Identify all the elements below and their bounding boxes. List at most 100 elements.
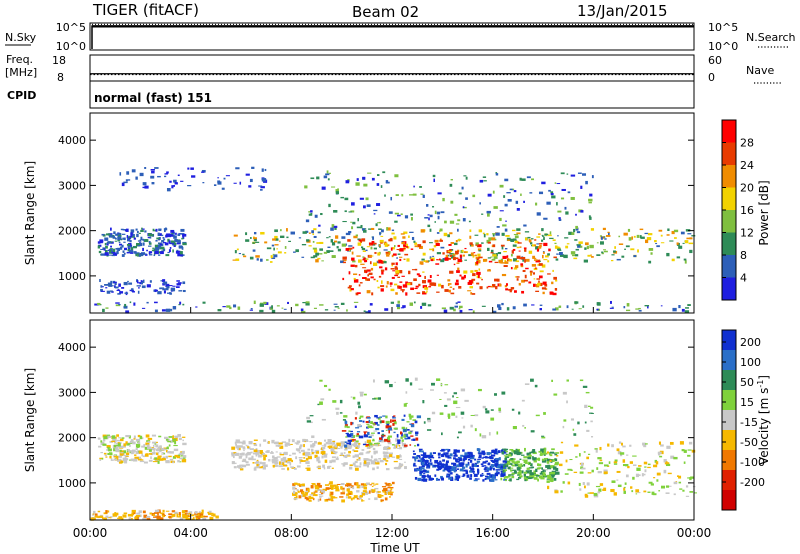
velocity-cell	[530, 472, 533, 476]
velocity-cell	[366, 439, 372, 444]
power-cell	[673, 229, 679, 233]
power-cell	[564, 237, 569, 239]
power-cell	[355, 182, 360, 186]
power-cell	[648, 248, 654, 251]
velocity-cell	[385, 429, 388, 431]
power-cell	[348, 245, 353, 247]
velocity-cell	[562, 425, 565, 429]
velocity-cell	[546, 480, 550, 483]
power-cell	[492, 190, 495, 194]
velocity-cell	[123, 450, 127, 454]
power-cell	[290, 231, 295, 235]
velocity-cell	[530, 430, 535, 433]
power-cell	[326, 250, 330, 253]
velocity-cell	[126, 452, 130, 456]
velocity-cell	[239, 464, 244, 467]
power-cell	[505, 283, 508, 286]
velocity-cell	[455, 458, 458, 462]
velocity-cell	[262, 466, 266, 470]
power-cell	[492, 244, 496, 248]
velocity-cell	[480, 463, 484, 465]
velocity-cell	[602, 488, 605, 492]
velocity-cell	[507, 474, 511, 478]
power-cell	[554, 288, 558, 291]
power-cell	[472, 310, 475, 314]
velocity-cell	[469, 459, 473, 463]
velocity-cell	[622, 464, 628, 467]
velocity-cell	[352, 462, 356, 466]
power-cell	[575, 248, 579, 251]
velocity-cell	[233, 456, 235, 459]
velocity-cell	[304, 439, 308, 442]
velocity-cell	[333, 451, 338, 454]
velocity-cell	[358, 484, 361, 489]
power-cell	[584, 247, 587, 250]
power-cell	[190, 167, 194, 170]
power-cell	[575, 227, 579, 231]
power-cell	[105, 245, 108, 249]
power-cell	[286, 228, 288, 232]
power-cell	[252, 249, 256, 252]
velocity-cell	[502, 448, 506, 450]
power-cell	[438, 283, 442, 287]
power-cell	[602, 227, 606, 231]
power-cell	[666, 252, 670, 257]
velocity-cell	[348, 450, 352, 454]
power-cell	[182, 233, 187, 237]
power-cell	[301, 243, 307, 246]
power-cell	[535, 202, 538, 206]
velocity-cell	[477, 472, 480, 475]
power-cell	[165, 308, 171, 312]
velocity-cell	[389, 484, 392, 486]
power-cell	[426, 290, 428, 292]
power-cell	[538, 275, 543, 279]
power-cell	[331, 242, 336, 246]
velocity-cell	[390, 488, 393, 491]
velocity-cell	[311, 435, 315, 439]
velocity-cell	[131, 509, 136, 513]
power-cell	[242, 253, 245, 256]
velocity-cell	[290, 466, 294, 468]
power-cell	[328, 203, 331, 208]
power-cell	[100, 285, 103, 288]
velocity-cell	[446, 398, 451, 401]
velocity-cell	[477, 469, 480, 473]
velocity-cell	[452, 395, 454, 398]
power-cell	[504, 178, 509, 182]
velocity-cell	[449, 453, 453, 457]
power-cell	[253, 237, 257, 242]
velocity-cell	[540, 448, 544, 452]
velocity-cell	[148, 453, 153, 455]
power-cell	[345, 180, 350, 184]
power-cell	[260, 258, 263, 262]
velocity-cell	[406, 421, 410, 423]
power-cell	[121, 182, 125, 187]
power-cell	[163, 229, 166, 233]
power-cell	[513, 233, 519, 236]
velocity-cell	[525, 470, 530, 474]
velocity-cell	[303, 451, 306, 453]
velocity-cell	[598, 488, 602, 492]
power-cell	[455, 239, 458, 243]
velocity-cell	[184, 514, 188, 517]
velocity-cell	[300, 494, 303, 497]
velocity-cell	[159, 517, 164, 521]
power-cell	[380, 242, 383, 244]
velocity-cell	[357, 458, 361, 461]
power-cell	[535, 246, 540, 250]
power-cell	[178, 290, 183, 292]
velocity-cell	[523, 456, 528, 459]
velocity-cell	[351, 436, 355, 438]
power-cell	[405, 281, 408, 285]
power-cell	[217, 180, 221, 184]
power-cell	[633, 235, 636, 238]
velocity-cell	[199, 513, 203, 517]
velocity-cell	[182, 516, 187, 519]
velocity-cell	[315, 449, 320, 451]
velocity-cell	[262, 464, 266, 466]
velocity-cell	[426, 474, 429, 476]
velocity-cell	[323, 384, 328, 388]
velocity-cell	[304, 494, 308, 496]
power-cell	[169, 247, 172, 249]
power-cell	[384, 244, 389, 247]
